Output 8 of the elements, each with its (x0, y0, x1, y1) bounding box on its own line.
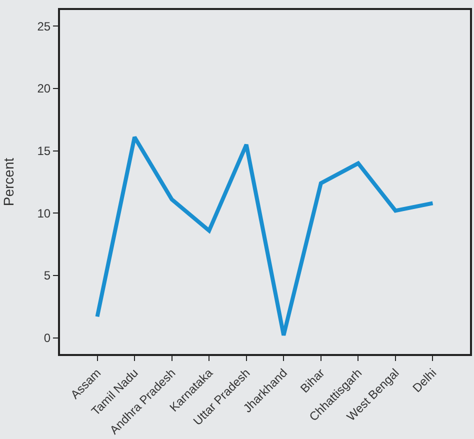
y-axis-title: Percent (0, 158, 16, 206)
y-tick-label: 20 (37, 82, 51, 96)
y-tick-label: 15 (37, 144, 51, 158)
y-tick-label: 25 (37, 19, 51, 34)
line-series (95, 135, 435, 338)
y-tick-label: 5 (44, 268, 51, 283)
y-tick-label: 10 (37, 206, 51, 220)
y-tick-label: 0 (44, 331, 51, 345)
